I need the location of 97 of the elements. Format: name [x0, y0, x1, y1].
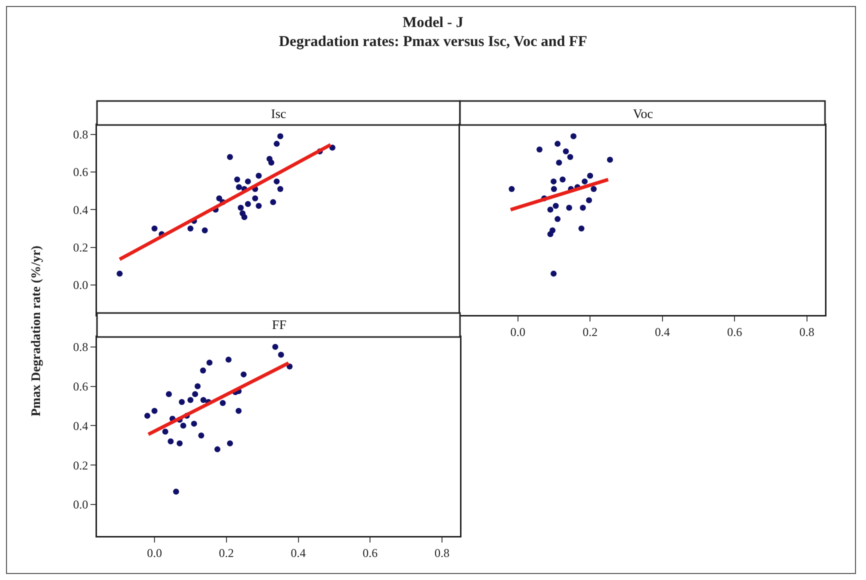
point	[286, 364, 293, 370]
y-tick-label: 0.6	[73, 379, 88, 394]
point	[586, 197, 592, 204]
point	[272, 344, 278, 350]
y-tick-label: 0.2	[73, 240, 88, 254]
point	[226, 356, 232, 363]
point	[236, 408, 242, 414]
chart-title: Model - J	[402, 14, 464, 33]
point	[274, 140, 280, 147]
point	[200, 397, 206, 404]
text: Isc	[271, 106, 286, 121]
x-tick-label: 0.8	[434, 546, 450, 560]
point	[192, 391, 198, 398]
point	[274, 178, 280, 184]
point	[187, 225, 194, 232]
point	[236, 184, 242, 190]
x-tick-label: 0.2	[218, 546, 234, 560]
point	[252, 195, 258, 202]
point	[562, 148, 569, 154]
y-tick-label: 0.0	[73, 278, 88, 292]
point	[187, 397, 194, 404]
point	[162, 428, 168, 435]
point	[241, 214, 248, 220]
point	[278, 352, 284, 358]
point	[578, 225, 584, 232]
point	[566, 204, 572, 211]
point	[176, 440, 183, 446]
point	[329, 144, 336, 151]
point	[202, 227, 208, 234]
x-tick-label: 0.4	[654, 324, 670, 339]
point	[152, 408, 158, 414]
point	[198, 432, 204, 439]
point	[556, 160, 562, 166]
text: FF	[272, 317, 286, 332]
y-tick-label: 0.4	[73, 418, 88, 433]
x-tick-label: 0.0	[510, 324, 526, 339]
point	[570, 133, 576, 140]
text: Voc	[633, 106, 654, 121]
point	[277, 133, 284, 140]
point	[580, 204, 586, 211]
point	[268, 160, 274, 166]
point	[550, 186, 557, 192]
point	[166, 391, 172, 398]
y-tick-label: 0.2	[73, 458, 88, 472]
point	[277, 186, 284, 192]
point	[214, 446, 220, 452]
y-tick-label: 0.0	[73, 498, 88, 512]
x-tick-label: 0.8	[799, 324, 814, 339]
point	[144, 412, 150, 419]
point	[552, 202, 559, 209]
y-tick-label: 0.6	[73, 165, 88, 180]
point	[567, 154, 574, 160]
point	[206, 360, 212, 366]
point	[234, 176, 240, 183]
point	[180, 422, 186, 429]
point	[191, 420, 198, 427]
chart-subtitle: Degradation rates: Pmax versus Isc, Voc and FF	[278, 33, 588, 52]
point	[606, 156, 613, 163]
x-tick-label: 0.0	[147, 546, 162, 560]
y-tick-label: 0.4	[73, 202, 88, 217]
point	[256, 202, 262, 209]
point	[582, 178, 588, 184]
y-axis-title: Pmax Degradation rate (%/yr)	[28, 246, 44, 416]
point	[152, 225, 158, 232]
point	[256, 172, 262, 179]
point	[226, 440, 233, 446]
point	[168, 438, 174, 444]
point	[508, 186, 515, 192]
point	[200, 368, 206, 374]
x-tick-label: 0.6	[362, 546, 378, 560]
point	[244, 201, 251, 208]
point	[238, 204, 244, 211]
point	[178, 399, 185, 406]
point	[550, 270, 557, 277]
x-tick-label: 0.4	[290, 546, 306, 560]
point	[226, 154, 233, 160]
point	[547, 206, 554, 213]
point	[554, 140, 561, 147]
point	[116, 270, 123, 277]
x-tick-label: 0.2	[582, 324, 598, 339]
point	[536, 146, 542, 152]
point	[216, 195, 222, 202]
point	[173, 488, 180, 495]
point	[270, 199, 276, 206]
y-tick-label: 0.8	[73, 128, 88, 142]
point	[587, 172, 594, 179]
point	[220, 400, 226, 406]
point	[560, 176, 566, 183]
point	[590, 186, 597, 192]
point	[547, 231, 554, 238]
point	[550, 178, 557, 184]
point	[244, 178, 251, 184]
point	[554, 216, 561, 222]
point	[194, 383, 201, 390]
point	[240, 371, 247, 378]
x-tick-label: 0.6	[727, 324, 742, 339]
y-tick-label: 0.8	[73, 340, 88, 354]
